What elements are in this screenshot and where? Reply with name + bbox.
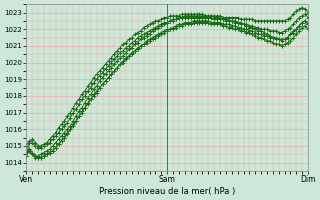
X-axis label: Pression niveau de la mer( hPa ): Pression niveau de la mer( hPa )	[99, 187, 235, 196]
